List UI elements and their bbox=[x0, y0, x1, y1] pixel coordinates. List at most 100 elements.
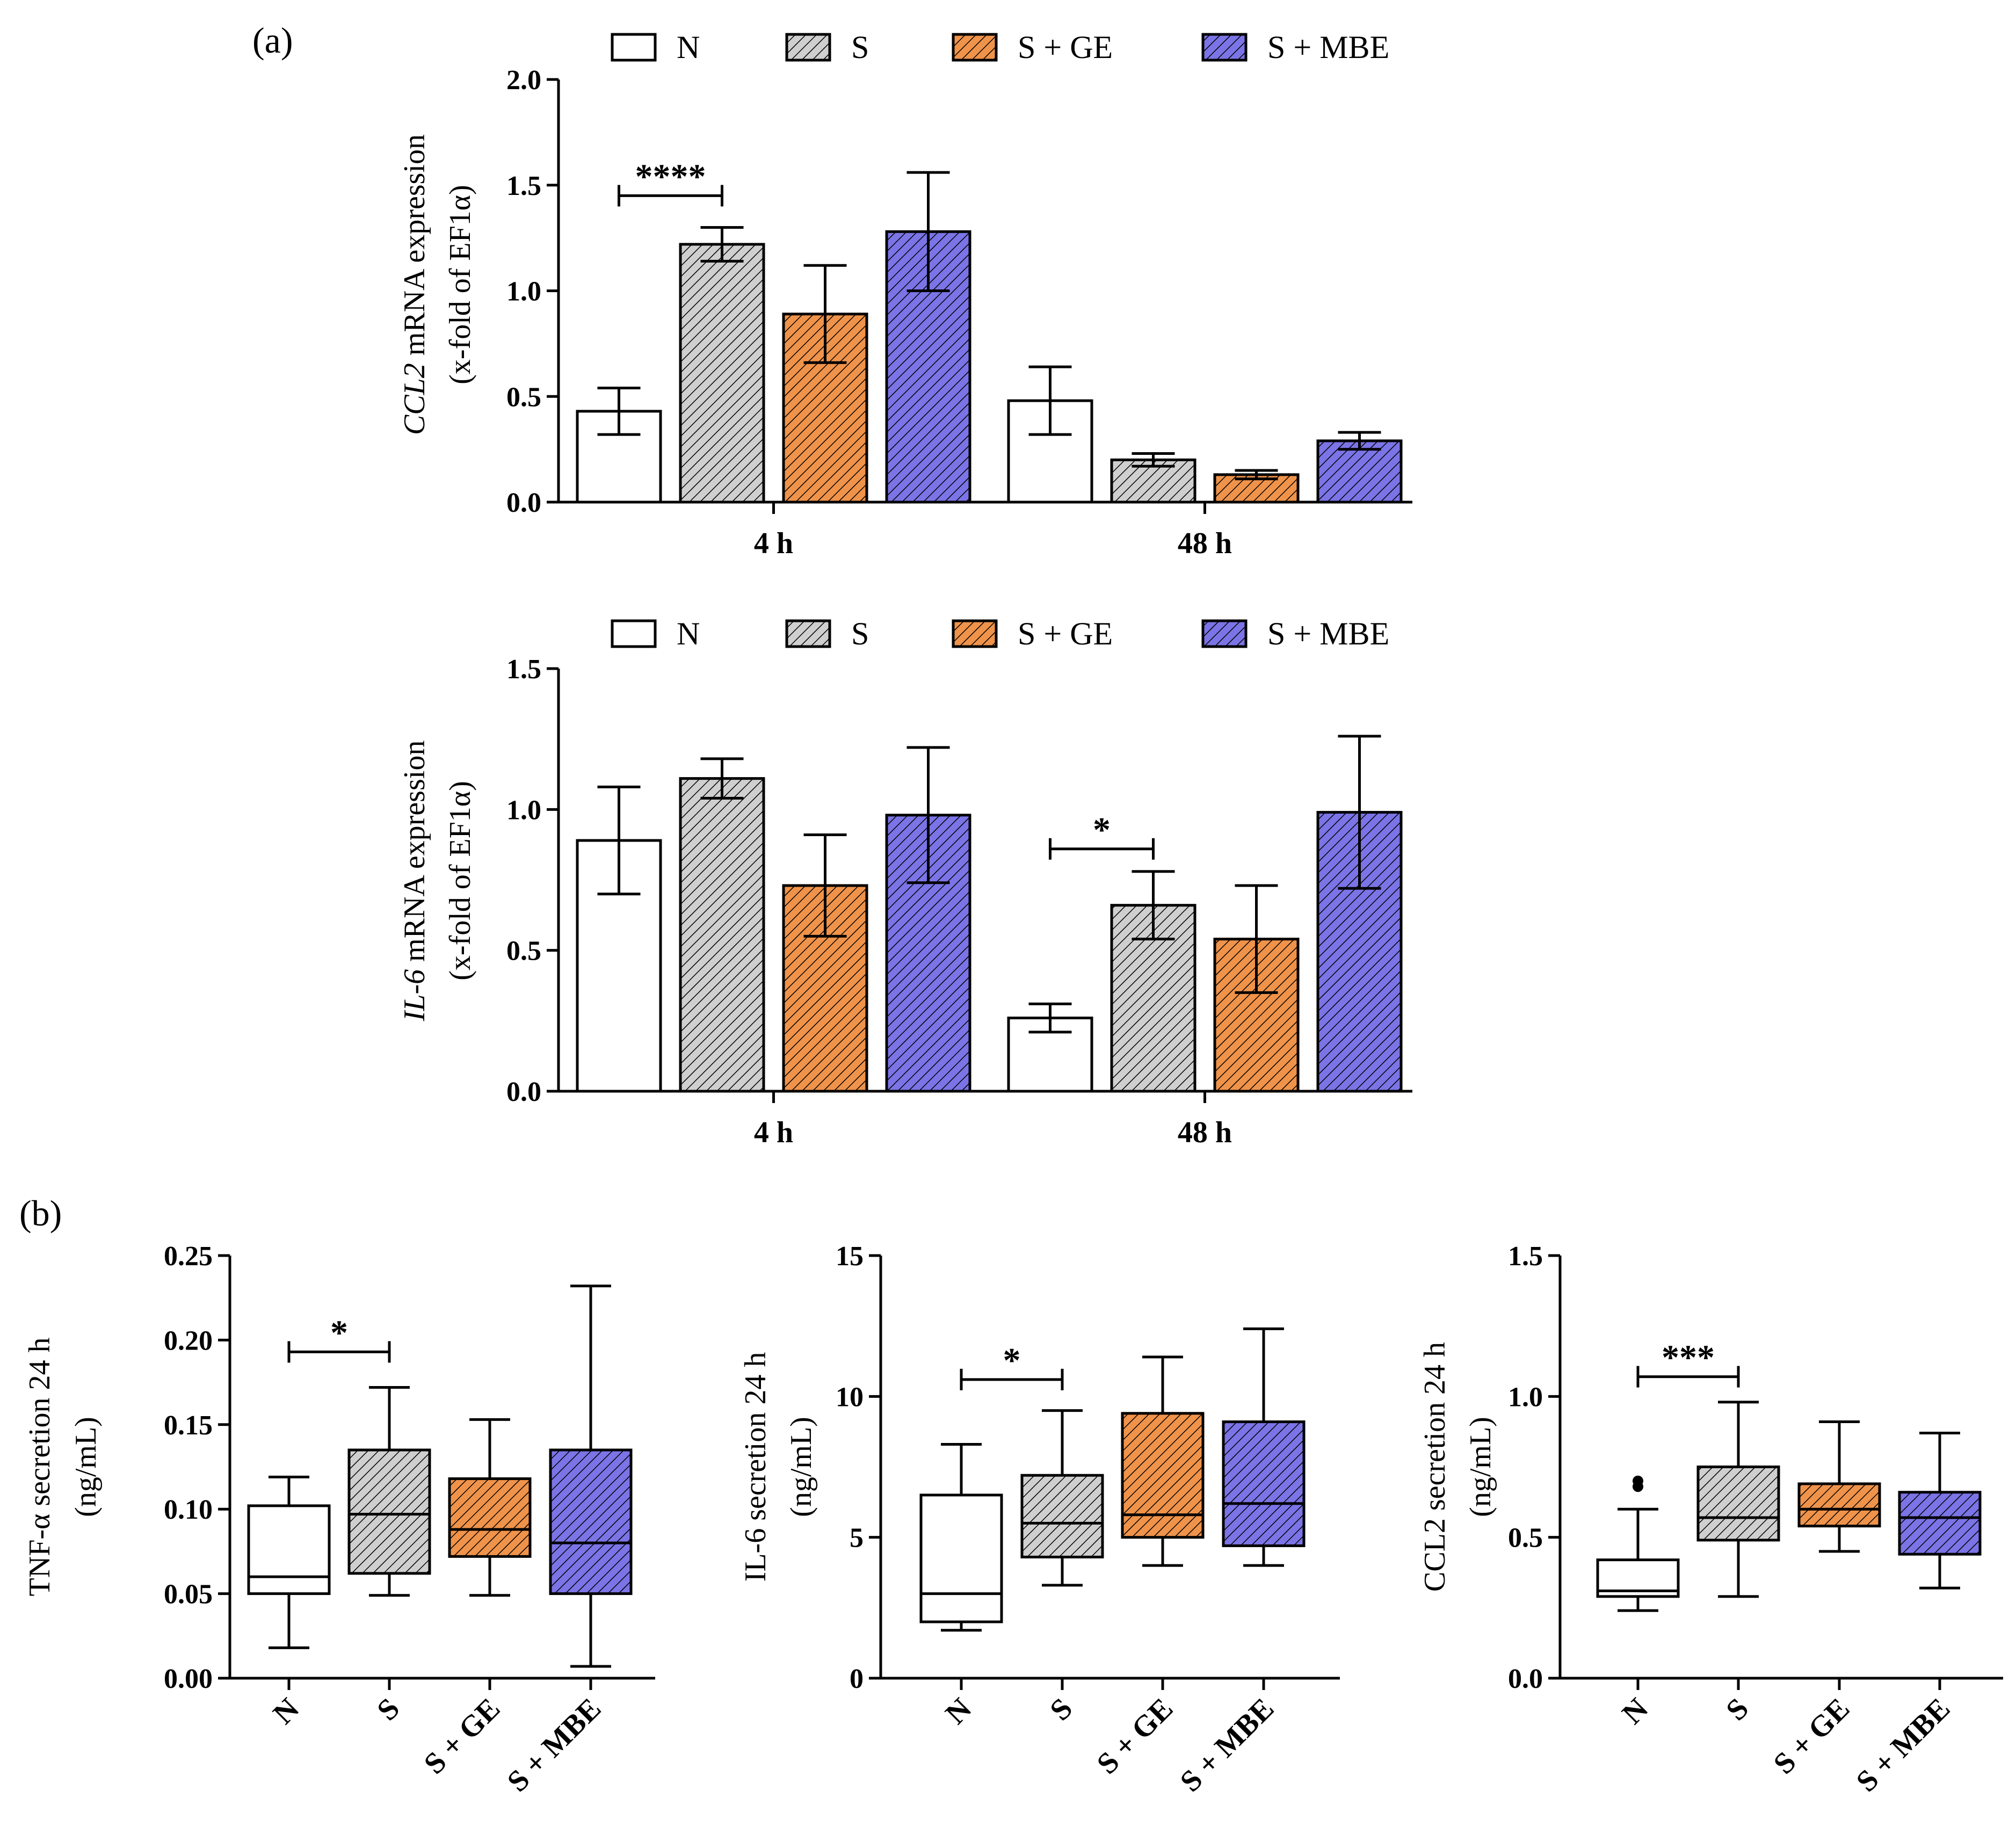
chart-ccl2-secretion: 0.0 0.5 1.0 1.5 N S S + GES + MBE *** CCL2 secre… bbox=[1418, 1241, 2003, 1798]
panel-label-b: (b) bbox=[19, 1193, 62, 1234]
tnf-secretion-x-tick-label: S + GE bbox=[418, 1692, 506, 1780]
ccl2-secretion-x-tick-label: N bbox=[1616, 1692, 1655, 1730]
ccl2-secretion-box-s-hatch bbox=[1698, 1467, 1779, 1540]
legend-label-s: S bbox=[851, 30, 869, 65]
tnf-secretion-y-tick-label: 0.00 bbox=[164, 1664, 213, 1694]
il6-secretion-y-label-line2: (ng/mL) bbox=[785, 1417, 818, 1517]
tnf-secretion-y-label: TNF-α secretion 24 h bbox=[23, 1338, 56, 1597]
il6-secretion-box-s-ge-outline bbox=[1121, 1412, 1205, 1539]
ccl2-mrna-bar-s-mbe-48-h-hatch bbox=[1318, 440, 1401, 502]
il6-mrna-y-label: IL-6 mRNA expression bbox=[398, 741, 431, 1022]
il6-secretion-y-tick-label: 15 bbox=[836, 1241, 864, 1272]
ccl2-secretion-y-tick-label: 0.5 bbox=[1508, 1523, 1543, 1554]
tnf-secretion-box-s-ge-hatch bbox=[449, 1478, 530, 1557]
tnf-secretion-y-tick-label: 0.20 bbox=[164, 1325, 213, 1356]
ccl2-mrna-y-tick-label: 0.0 bbox=[506, 488, 541, 518]
legend-label-n: N bbox=[677, 616, 700, 651]
tnf-secretion-y-tick-label: 0.15 bbox=[164, 1410, 213, 1441]
il6-secretion-sig-label: * bbox=[1003, 1341, 1021, 1380]
legend-swatch-s-ge-outline bbox=[952, 33, 998, 62]
ccl2-mrna-sig-label: **** bbox=[635, 157, 706, 196]
legend-ccl2-mrna: N S S + GE S + MBE bbox=[611, 30, 1389, 65]
il6-secretion-x-tick-label: S + MBE bbox=[1174, 1692, 1280, 1798]
tnf-secretion-box-s-outline bbox=[347, 1448, 431, 1575]
legend-swatch-s-outline bbox=[785, 619, 831, 648]
ccl2-secretion-box-s-outline bbox=[1696, 1466, 1780, 1542]
ccl2-mrna-y-label: CCL2 mRNA expression bbox=[398, 134, 431, 435]
il6-mrna-y-tick-label: 0.0 bbox=[506, 1077, 541, 1107]
legend-swatch-n-outline bbox=[611, 619, 657, 648]
legend-label-s: S bbox=[851, 616, 869, 651]
ccl2-mrna-y-tick-label: 0.5 bbox=[506, 382, 541, 412]
legend-label-s-mbe: S + MBE bbox=[1267, 30, 1389, 65]
ccl2-secretion-y-tick-label: 0.0 bbox=[1508, 1664, 1543, 1694]
il6-mrna-y-tick-label: 1.5 bbox=[506, 654, 541, 685]
tnf-secretion-box-s-ge-outline bbox=[448, 1477, 532, 1558]
legend-swatch-s-outline bbox=[785, 33, 831, 62]
tnf-secretion-box-n-outline bbox=[247, 1504, 331, 1595]
chart-il6-secretion: 0 5 10 15 N S S + GES + MBE * IL-6 secretion 24 … bbox=[739, 1241, 1340, 1798]
ccl2-mrna-y-tick-label: 2.0 bbox=[506, 65, 541, 96]
il6-mrna-sig-label: * bbox=[1093, 810, 1111, 850]
tnf-secretion-box-s-mbe-outline bbox=[549, 1448, 633, 1595]
legend-swatch-s-hatch bbox=[787, 34, 830, 60]
tnf-secretion-box-s-mbe-hatch bbox=[550, 1450, 631, 1594]
tnf-secretion-box-n bbox=[249, 1505, 329, 1594]
legend-label-s-ge: S + GE bbox=[1018, 616, 1113, 651]
ccl2-secretion-y-label-line2: (ng/mL) bbox=[1464, 1417, 1497, 1517]
tnf-secretion-y-tick-label: 0.10 bbox=[164, 1495, 213, 1525]
legend-label-s-mbe: S + MBE bbox=[1267, 616, 1389, 651]
chart-il6-mrna: 0.0 0.5 1.0 1.5 4 h 48 h * IL-6 mRNA expression… bbox=[398, 654, 1412, 1149]
ccl2-secretion-box-s-ge-outline bbox=[1797, 1482, 1881, 1528]
il6-mrna-y-label-line2: (x-fold of EF1α) bbox=[444, 781, 477, 981]
ccl2-secretion-box-s-mbe-outline bbox=[1898, 1491, 1982, 1556]
legend-swatch-n-outline bbox=[611, 33, 657, 62]
tnf-secretion-y-tick-label: 0.05 bbox=[164, 1579, 213, 1610]
legend-swatch-n bbox=[612, 34, 655, 60]
il6-mrna-bar-s-4-h-hatch bbox=[680, 778, 764, 1091]
ccl2-mrna-y-label-line2: (x-fold of EF1α) bbox=[444, 185, 477, 385]
legend-label-s-ge: S + GE bbox=[1018, 30, 1113, 65]
il6-mrna-x-tick-label: 4 h bbox=[754, 1116, 793, 1149]
tnf-secretion-x-tick-label: N bbox=[267, 1692, 306, 1730]
legend-swatch-s-ge-outline bbox=[952, 619, 998, 648]
tnf-secretion-y-label-line2: (ng/mL) bbox=[69, 1417, 103, 1517]
ccl2-mrna-x-tick-label: 48 h bbox=[1178, 527, 1232, 560]
il6-mrna-y-tick-label: 0.5 bbox=[506, 936, 541, 967]
il6-secretion-x-tick-label: S bbox=[1043, 1692, 1079, 1727]
il6-secretion-y-tick-label: 5 bbox=[850, 1523, 864, 1554]
legend-swatch-s-mbe-hatch bbox=[1203, 621, 1246, 647]
ccl2-secretion-y-label: CCL2 secretion 24 h bbox=[1418, 1342, 1452, 1592]
legend-swatch-s-mbe-hatch bbox=[1203, 34, 1246, 60]
il6-secretion-box-s-ge-hatch bbox=[1122, 1413, 1203, 1537]
ccl2-mrna-x-tick-label: 4 h bbox=[754, 527, 793, 560]
il6-mrna-y-tick-label: 1.0 bbox=[506, 795, 541, 825]
il6-secretion-y-tick-label: 0 bbox=[850, 1664, 864, 1694]
tnf-secretion-x-tick-label: S + MBE bbox=[501, 1692, 607, 1798]
il6-secretion-x-tick-label: S + GE bbox=[1091, 1692, 1179, 1780]
legend-swatch-s-ge-hatch bbox=[953, 34, 996, 60]
ccl2-secretion-x-tick-label: S + MBE bbox=[1850, 1692, 1956, 1798]
tnf-secretion-box-s-hatch bbox=[349, 1450, 430, 1573]
il6-secretion-y-label: IL-6 secretion 24 h bbox=[739, 1352, 772, 1582]
legend-il6-mrna: N S S + GE S + MBE bbox=[611, 616, 1389, 651]
ccl2-secretion-sig-label: *** bbox=[1662, 1338, 1715, 1377]
chart-tnf-secretion: 0.00 0.05 0.10 0.15 0.20 0.25 N S S + GES + MBE *… bbox=[23, 1241, 655, 1798]
il6-secretion-box-n bbox=[921, 1495, 1002, 1622]
legend-swatch-s-hatch bbox=[787, 621, 830, 647]
tnf-secretion-y-tick-label: 0.25 bbox=[164, 1241, 213, 1272]
il6-secretion-y-tick-label: 10 bbox=[836, 1382, 864, 1412]
il6-secretion-box-s-hatch bbox=[1022, 1475, 1103, 1557]
ccl2-mrna-bar-s-4-h-hatch bbox=[680, 244, 764, 502]
ccl2-secretion-x-tick-label: S + GE bbox=[1767, 1692, 1856, 1780]
ccl2-secretion-y-tick-label: 1.0 bbox=[1508, 1382, 1543, 1412]
ccl2-mrna-y-tick-label: 1.0 bbox=[506, 277, 541, 307]
panel-label-a: (a) bbox=[252, 20, 293, 61]
ccl2-secretion-y-tick-label: 1.5 bbox=[1508, 1241, 1543, 1272]
ccl2-secretion-box-s-mbe-hatch bbox=[1899, 1492, 1980, 1555]
legend-swatch-n bbox=[612, 621, 655, 647]
legend-swatch-s-mbe-outline bbox=[1201, 619, 1248, 648]
ccl2-secretion-x-tick-label: S bbox=[1720, 1692, 1755, 1727]
ccl2-secretion-box-s-ge-hatch bbox=[1799, 1483, 1880, 1526]
